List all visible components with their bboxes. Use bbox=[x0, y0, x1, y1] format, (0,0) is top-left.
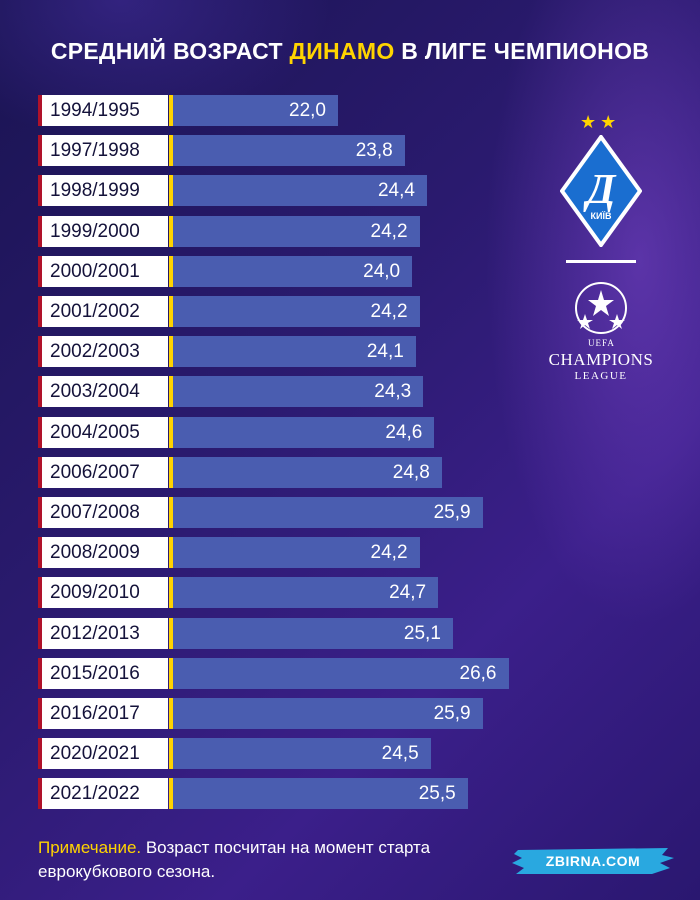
age-bar bbox=[173, 698, 483, 729]
age-bar bbox=[173, 537, 420, 569]
bar-accent-line bbox=[169, 296, 173, 327]
bar-value-label: 24,6 bbox=[385, 421, 423, 443]
cl-league-label: LEAGUE bbox=[574, 370, 628, 382]
season-label: 1994/1995 bbox=[38, 95, 168, 126]
bar-accent-line bbox=[169, 376, 173, 408]
bar-value-label: 24,1 bbox=[366, 341, 404, 363]
season-label: 2012/2013 bbox=[38, 617, 168, 649]
club-city: КИЇВ bbox=[591, 211, 612, 221]
season-label: 2008/2009 bbox=[38, 537, 168, 569]
brand-name: ZBIRNA.COM bbox=[545, 853, 641, 869]
bar-accent-line bbox=[169, 537, 173, 569]
footnote-text: Возраст посчитан на момент старта евроку… bbox=[38, 838, 431, 881]
season-label: 1997/1998 bbox=[38, 135, 168, 167]
bar-value-label: 23,8 bbox=[355, 140, 393, 162]
bar-accent-line bbox=[169, 135, 173, 167]
bar-accent-line bbox=[169, 416, 173, 448]
bar-accent-line bbox=[169, 456, 173, 488]
age-bar bbox=[173, 577, 439, 609]
age-bar bbox=[173, 738, 431, 770]
season-label: 2015/2016 bbox=[38, 657, 168, 689]
page-title: СРЕДНИЙ ВОЗРАСТ ДИНАМО В ЛИГЕ ЧЕМПИОНОВ bbox=[0, 38, 700, 65]
age-bar bbox=[173, 456, 442, 488]
bar-value-label: 26,6 bbox=[459, 662, 497, 684]
season-label: 2002/2003 bbox=[38, 336, 168, 368]
title-part-2: В ЛИГЕ ЧЕМПИОНОВ bbox=[394, 38, 650, 64]
bar-accent-line bbox=[169, 497, 173, 528]
footnote-label: Примечание. bbox=[38, 838, 142, 857]
bar-value-label: 24,2 bbox=[370, 301, 408, 322]
bar-value-label: 24,4 bbox=[377, 180, 415, 202]
season-label: 2000/2001 bbox=[38, 255, 168, 287]
bar-accent-line bbox=[169, 698, 173, 729]
bar-value-label: 24,2 bbox=[370, 542, 408, 564]
dynamo-kyiv-logo: Д КИЇВ bbox=[560, 135, 642, 247]
bar-value-label: 24,0 bbox=[363, 260, 401, 282]
age-bar bbox=[173, 416, 435, 448]
age-bar bbox=[173, 296, 420, 327]
logo-divider bbox=[566, 260, 636, 263]
age-bar bbox=[173, 255, 413, 287]
bar-accent-line bbox=[169, 657, 173, 689]
footnote: Примечание. Возраст посчитан на момент с… bbox=[38, 836, 498, 884]
age-bar bbox=[173, 376, 424, 408]
age-bar bbox=[173, 336, 416, 368]
bar-accent-line bbox=[169, 95, 173, 126]
season-label: 2007/2008 bbox=[38, 497, 168, 528]
season-label: 2020/2021 bbox=[38, 738, 168, 770]
bar-value-label: 25,1 bbox=[403, 622, 441, 644]
bar-value-label: 25,9 bbox=[433, 502, 471, 523]
champions-league-starball-icon bbox=[575, 282, 627, 334]
bar-value-label: 24,8 bbox=[392, 461, 430, 483]
age-bar bbox=[173, 215, 420, 247]
bar-accent-line bbox=[169, 738, 173, 770]
season-label: 2001/2002 bbox=[38, 296, 168, 327]
club-stars: ★★ bbox=[580, 112, 621, 132]
bar-value-label: 24,7 bbox=[389, 582, 427, 604]
brand-badge: ZBIRNA.COM bbox=[512, 846, 674, 876]
bar-value-label: 24,5 bbox=[381, 743, 419, 765]
cl-uefa-label: UEFA bbox=[588, 338, 615, 348]
champions-league-logo-text: UEFA CHAMPIONS LEAGUE bbox=[540, 338, 662, 382]
bar-value-label: 25,9 bbox=[433, 703, 471, 724]
season-label: 2016/2017 bbox=[38, 698, 168, 729]
season-label: 2009/2010 bbox=[38, 577, 168, 609]
bar-accent-line bbox=[169, 577, 173, 609]
title-part-1: СРЕДНИЙ ВОЗРАСТ bbox=[50, 38, 290, 64]
club-letter: Д bbox=[583, 167, 617, 213]
age-bar bbox=[173, 175, 427, 207]
bar-value-label: 25,5 bbox=[418, 783, 456, 805]
age-bar bbox=[173, 497, 483, 528]
bar-accent-line bbox=[169, 617, 173, 649]
bar-accent-line bbox=[169, 215, 173, 247]
brand-brush-shape bbox=[512, 848, 674, 874]
season-label: 2021/2022 bbox=[38, 778, 168, 810]
age-bar bbox=[173, 657, 509, 689]
season-label: 2006/2007 bbox=[38, 456, 168, 488]
bar-accent-line bbox=[169, 175, 173, 207]
season-label: 2004/2005 bbox=[38, 416, 168, 448]
bar-accent-line bbox=[169, 778, 173, 810]
age-bar bbox=[173, 95, 338, 126]
bar-value-label: 22,0 bbox=[289, 100, 326, 121]
season-label: 1999/2000 bbox=[38, 215, 168, 247]
age-bar bbox=[173, 778, 468, 810]
age-bar bbox=[173, 135, 405, 167]
title-highlight: ДИНАМО bbox=[289, 38, 395, 64]
cl-champions-label: CHAMPIONS bbox=[548, 350, 654, 369]
bar-accent-line bbox=[169, 255, 173, 287]
bar-accent-line bbox=[169, 336, 173, 368]
age-bar bbox=[173, 617, 453, 649]
bar-value-label: 24,2 bbox=[370, 220, 408, 242]
bar-value-label: 24,3 bbox=[374, 381, 412, 403]
season-label: 1998/1999 bbox=[38, 175, 168, 207]
season-label: 2003/2004 bbox=[38, 376, 168, 408]
